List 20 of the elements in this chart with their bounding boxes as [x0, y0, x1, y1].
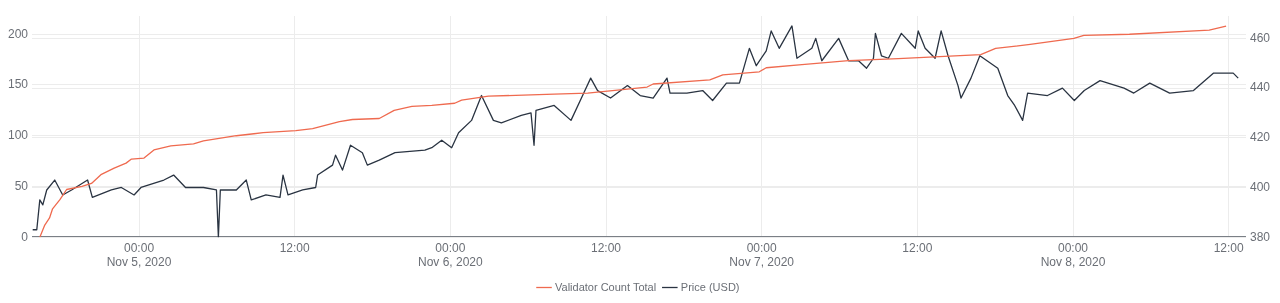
y2-tick-label: 400: [1249, 179, 1271, 194]
y-tick-label: 200: [7, 26, 29, 41]
x-tick-label: 00:00 Nov 7, 2020: [729, 240, 795, 270]
x-tick-label: 12:00: [902, 240, 933, 255]
y2-tick-label: 420: [1249, 130, 1271, 145]
y2-tick-label: 380: [1249, 229, 1271, 244]
x-tick-label: 12:00: [591, 240, 622, 255]
legend-label: Price (USD): [680, 280, 740, 293]
y2-tick-label: 460: [1249, 30, 1271, 45]
x-tick-label: 12:00: [279, 240, 311, 255]
x-tick-label: 00:00 Nov 8, 2020: [1040, 240, 1106, 270]
y-tick-label: 150: [7, 77, 29, 92]
x-tick-label: 12:00: [1213, 240, 1245, 255]
y2-tick-label: 440: [1249, 80, 1271, 95]
y-tick-label: 100: [7, 128, 29, 143]
x-tick-label: 00:00 Nov 5, 2020: [106, 240, 172, 270]
y-tick-label: 0: [21, 229, 29, 244]
legend-label: Validator Count Total: [555, 280, 657, 293]
y-tick-label: 50: [14, 178, 29, 193]
x-tick-label: 00:00 Nov 6, 2020: [418, 240, 484, 270]
